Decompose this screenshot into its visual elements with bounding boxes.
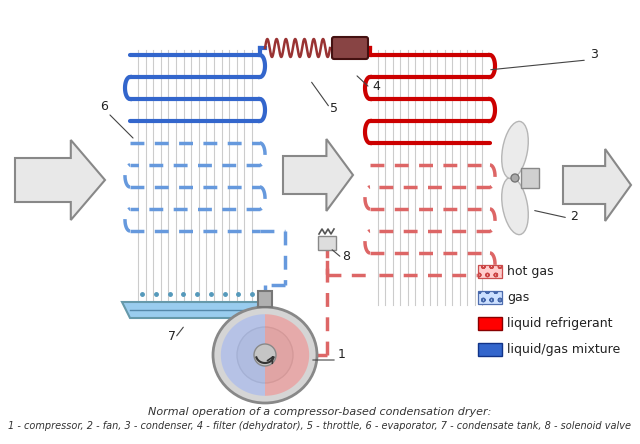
Bar xyxy=(478,317,502,330)
Bar xyxy=(318,236,336,250)
Bar xyxy=(478,291,502,304)
Text: liquid/gas mixture: liquid/gas mixture xyxy=(507,343,620,356)
Ellipse shape xyxy=(502,121,528,178)
FancyBboxPatch shape xyxy=(332,37,368,59)
Bar xyxy=(478,265,502,278)
Bar xyxy=(478,265,502,278)
Text: 1 - compressor, 2 - fan, 3 - condenser, 4 - filter (dehydrator), 5 - throttle, 6: 1 - compressor, 2 - fan, 3 - condenser, … xyxy=(8,421,632,431)
Ellipse shape xyxy=(254,344,276,366)
Text: 5: 5 xyxy=(330,102,338,115)
Polygon shape xyxy=(563,149,631,221)
Text: 6: 6 xyxy=(100,100,108,113)
Ellipse shape xyxy=(502,177,528,234)
Text: 3: 3 xyxy=(590,48,598,61)
Polygon shape xyxy=(221,314,265,396)
Bar xyxy=(478,291,502,304)
Text: hot gas: hot gas xyxy=(507,265,554,278)
Text: liquid refrigerant: liquid refrigerant xyxy=(507,317,612,330)
Bar xyxy=(478,343,502,356)
Bar xyxy=(258,291,272,307)
Polygon shape xyxy=(283,139,353,211)
Text: 4: 4 xyxy=(372,80,380,93)
Text: gas: gas xyxy=(507,291,529,304)
Text: 7: 7 xyxy=(168,330,176,343)
Text: 2: 2 xyxy=(570,210,578,223)
Bar xyxy=(521,168,539,188)
Ellipse shape xyxy=(213,307,317,403)
Text: 1: 1 xyxy=(338,348,346,361)
Text: Normal operation of a compressor-based condensation dryer:: Normal operation of a compressor-based c… xyxy=(148,407,492,417)
Polygon shape xyxy=(265,314,309,396)
Ellipse shape xyxy=(511,174,519,182)
Polygon shape xyxy=(122,302,260,318)
Polygon shape xyxy=(15,140,105,220)
Ellipse shape xyxy=(237,327,293,383)
Text: 8: 8 xyxy=(342,250,350,263)
